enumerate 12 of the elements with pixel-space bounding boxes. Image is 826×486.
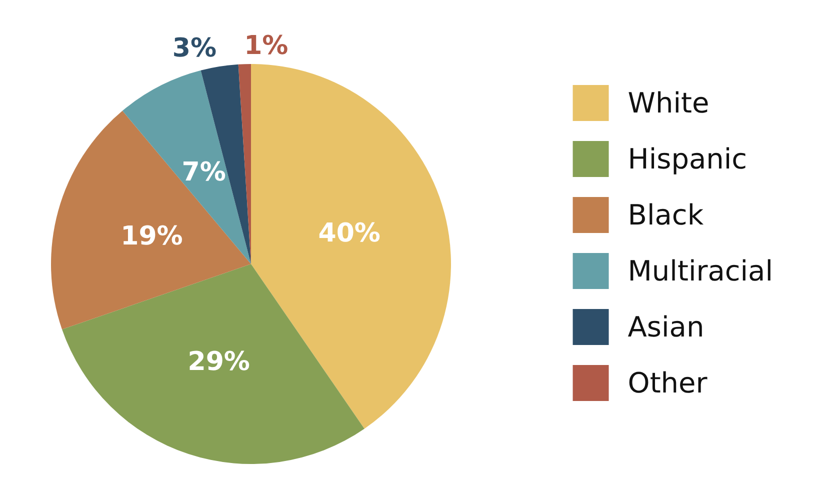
data-label: 7% [182, 157, 226, 188]
legend-label: Black [628, 198, 704, 232]
legend-label: Other [628, 366, 708, 400]
legend-label: Asian [628, 310, 704, 344]
legend-label: Multiracial [628, 254, 774, 288]
legend-label: Hispanic [628, 142, 748, 176]
data-label: 29% [188, 346, 250, 377]
data-label: 3% [172, 34, 217, 64]
data-label: 40% [318, 218, 380, 248]
data-label: 19% [120, 222, 183, 252]
data-label: 1% [244, 31, 288, 62]
legend-label: White [628, 86, 710, 120]
